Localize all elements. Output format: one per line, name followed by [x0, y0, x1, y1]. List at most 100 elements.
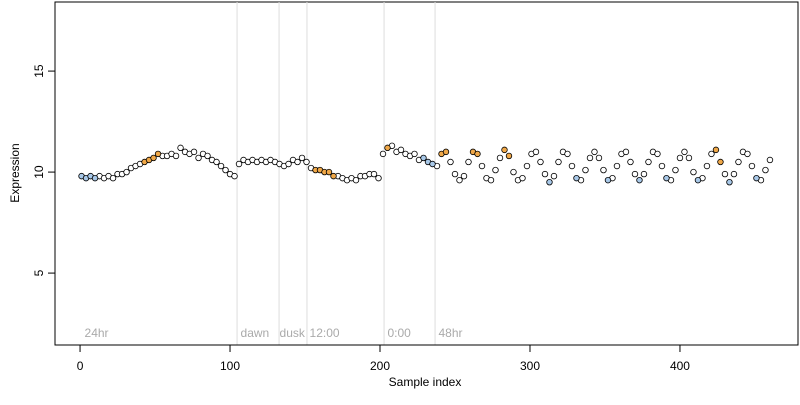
point [420, 154, 427, 162]
y-tick-label: 10 [32, 165, 46, 179]
point [766, 156, 774, 164]
point [330, 172, 337, 180]
point [721, 170, 729, 178]
point [631, 170, 639, 178]
point [658, 162, 666, 170]
point [109, 174, 117, 182]
point [456, 176, 463, 184]
point [762, 166, 769, 174]
point [519, 174, 526, 182]
point [294, 158, 301, 166]
point [177, 144, 184, 152]
point [505, 152, 513, 160]
point [478, 162, 486, 170]
point [429, 160, 436, 168]
plot-frame [54, 1, 799, 346]
point [690, 168, 697, 176]
point [663, 174, 670, 182]
point [123, 168, 130, 176]
point [510, 168, 517, 176]
point [460, 172, 468, 180]
annotation: 24hr [85, 326, 109, 340]
point [222, 166, 229, 174]
point [717, 158, 724, 166]
point [744, 150, 751, 158]
point [681, 148, 688, 156]
point [523, 162, 531, 170]
point [235, 160, 243, 168]
x-tick-label: 100 [220, 359, 240, 373]
point [190, 148, 198, 156]
point [712, 146, 720, 154]
x-axis-title: Sample index [389, 375, 462, 389]
point [195, 154, 202, 162]
point [645, 158, 652, 166]
point [172, 152, 180, 160]
point [582, 166, 589, 174]
point [600, 166, 607, 174]
point [586, 154, 594, 162]
point [231, 172, 238, 180]
point [753, 174, 760, 182]
point [285, 160, 292, 168]
point [546, 178, 553, 186]
point [627, 158, 634, 166]
point [204, 152, 211, 160]
point [411, 150, 418, 158]
point [595, 154, 603, 162]
point [91, 174, 99, 182]
point [730, 170, 738, 178]
point [573, 174, 580, 182]
annotation: dusk [280, 326, 306, 340]
point [532, 148, 540, 156]
point [325, 168, 333, 176]
point [375, 174, 382, 182]
x-tick-label: 200 [370, 359, 390, 373]
point [487, 176, 495, 184]
point [352, 176, 360, 184]
point [150, 154, 157, 162]
point [501, 146, 508, 154]
point [636, 176, 643, 184]
point [451, 170, 459, 178]
point [537, 158, 544, 166]
y-tick-label: 5 [32, 269, 46, 276]
point [622, 148, 630, 156]
point [384, 144, 391, 152]
point [303, 158, 310, 166]
point [708, 150, 715, 158]
point [298, 154, 306, 162]
x-tick-label: 300 [520, 359, 540, 373]
point [465, 158, 472, 166]
point [397, 146, 405, 154]
point [555, 158, 562, 166]
point [550, 172, 558, 180]
x-tick-label: 400 [670, 359, 690, 373]
annotation: dawn [241, 326, 270, 340]
point [654, 150, 661, 158]
point [694, 176, 702, 184]
point [496, 154, 504, 162]
point [735, 158, 742, 166]
point [154, 150, 162, 158]
point [217, 162, 225, 170]
point [213, 158, 220, 166]
y-axis-title: Expression [8, 143, 22, 202]
point [604, 176, 612, 184]
point [685, 154, 693, 162]
annotation: 0:00 [388, 326, 412, 340]
point [591, 148, 598, 156]
point [613, 162, 621, 170]
point [676, 154, 684, 162]
annotation: 48hr [438, 326, 462, 340]
point [442, 148, 450, 156]
x-tick-label: 0 [77, 359, 84, 373]
annotation: 12:00 [310, 326, 340, 340]
point [640, 170, 648, 178]
point [726, 178, 733, 186]
point [672, 166, 679, 174]
point [474, 150, 481, 158]
point [447, 158, 454, 166]
point [379, 150, 387, 158]
